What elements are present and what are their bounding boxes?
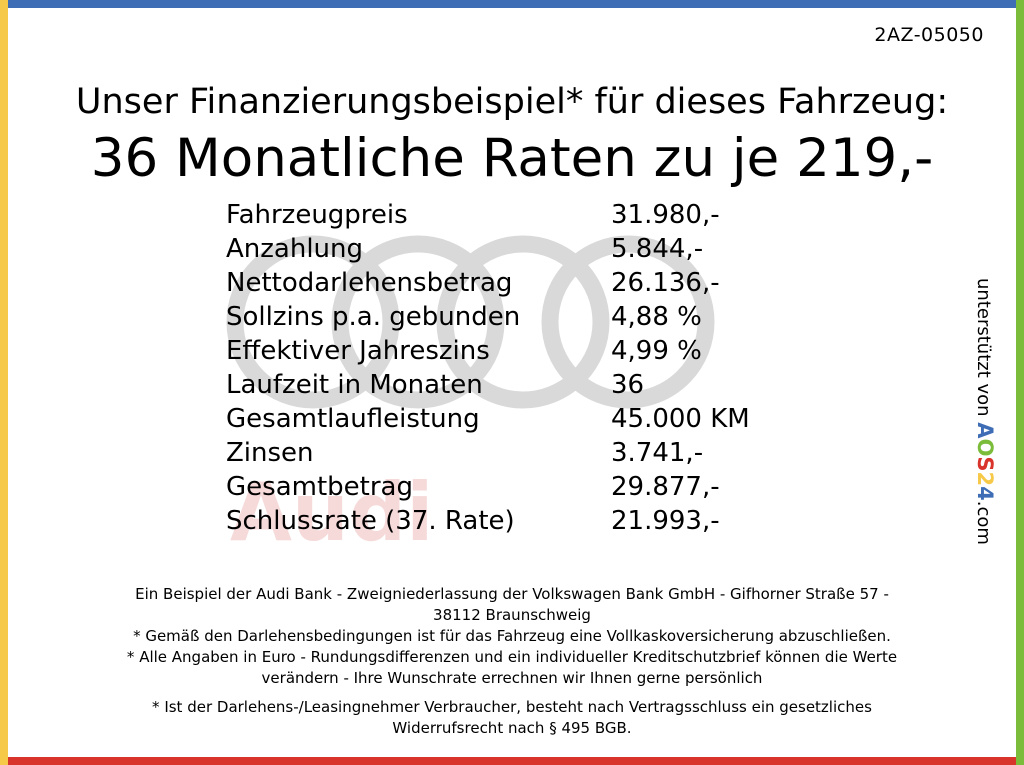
finance-row: Anzahlung 5.844,- <box>226 232 750 266</box>
aos24-logo-2: 2 <box>973 471 997 487</box>
finance-label: Gesamtbetrag <box>226 472 413 502</box>
withdrawal-note-2: Widerrufsrecht nach § 495 BGB. <box>392 719 632 737</box>
finance-row: Gesamtbetrag 29.877,- <box>226 470 750 504</box>
finance-row: Gesamtlaufleistung 45.000 KM <box>226 402 750 436</box>
finance-row: Zinsen 3.741,- <box>226 436 750 470</box>
finance-value: 36 <box>611 370 645 400</box>
top-color-bar <box>0 0 1024 8</box>
finance-value: 3.741,- <box>611 438 704 468</box>
finance-value: 4,88 % <box>611 302 702 332</box>
finance-row: Fahrzeugpreis 31.980,- <box>226 198 750 232</box>
audi-logo-watermark: Audi <box>226 235 715 550</box>
finance-row: Schlussrate (37. Rate) 21.993,- <box>226 504 750 538</box>
side-credit-suffix: .com <box>973 500 994 545</box>
finance-label: Sollzins p.a. gebunden <box>226 302 521 332</box>
aos24-logo-a: A <box>973 422 997 439</box>
side-credit: unterstützt von AOS24.com <box>972 278 1000 558</box>
finance-label: Schlussrate (37. Rate) <box>226 506 515 536</box>
withdrawal-note-1: * Ist der Darlehens-/Leasingnehmer Verbr… <box>152 698 872 716</box>
left-color-bar <box>0 0 8 765</box>
finance-value: 21.993,- <box>611 506 720 536</box>
audi-ring-4 <box>541 235 715 409</box>
finance-value: 4,99 % <box>611 336 702 366</box>
aos24-logo-o: O <box>973 438 997 457</box>
finance-row: Laufzeit in Monaten 36 <box>226 368 750 402</box>
finance-label: Anzahlung <box>226 234 364 264</box>
finance-label: Zinsen <box>226 438 314 468</box>
rounding-note-1: * Alle Angaben in Euro - Rundungsdiffere… <box>126 648 898 666</box>
monthly-rate-headline: 36 Monatliche Raten zu je 219,- <box>90 128 934 189</box>
bank-line-1: Ein Beispiel der Audi Bank - Zweignieder… <box>135 585 889 603</box>
headline: Unser Finanzierungsbeispiel* für dieses … <box>75 82 949 122</box>
rounding-note-2: verändern - Ihre Wunschrate errechnen wi… <box>261 669 763 687</box>
audi-ring-1 <box>226 235 400 409</box>
finance-value: 29.877,- <box>611 472 720 502</box>
audi-ring-3 <box>436 235 610 409</box>
audi-watermark-text: Audi <box>230 466 434 550</box>
legal-footer: Ein Beispiel der Audi Bank - Zweignieder… <box>60 584 964 739</box>
finance-value: 45.000 KM <box>611 404 750 434</box>
aos24-logo-s: S <box>973 456 997 472</box>
vehicle-code: 2AZ-05050 <box>874 24 984 46</box>
right-color-bar <box>1016 0 1024 765</box>
finance-label: Laufzeit in Monaten <box>226 370 483 400</box>
bottom-color-bar <box>0 757 1024 765</box>
finance-value: 26.136,- <box>611 268 720 298</box>
finance-row: Effektiver Jahreszins 4,99 % <box>226 334 750 368</box>
finance-label: Gesamtlaufleistung <box>226 404 480 434</box>
finance-value: 5.844,- <box>611 234 704 264</box>
finance-label: Nettodarlehensbetrag <box>226 268 513 298</box>
finance-value: 31.980,- <box>611 200 720 230</box>
side-credit-prefix: unterstützt von <box>973 278 994 417</box>
finance-label: Fahrzeugpreis <box>226 200 408 230</box>
finance-row: Nettodarlehensbetrag 26.136,- <box>226 266 750 300</box>
audi-ring-2 <box>331 235 505 409</box>
finance-label: Effektiver Jahreszins <box>226 336 490 366</box>
bank-line-2: 38112 Braunschweig <box>433 606 591 624</box>
insurance-note: * Gemäß den Darlehensbedingungen ist für… <box>133 627 891 645</box>
aos24-logo: AOS24 <box>973 422 997 501</box>
finance-table: Fahrzeugpreis 31.980,- Anzahlung 5.844,- N… <box>226 198 750 538</box>
aos24-logo-4: 4 <box>973 486 997 501</box>
finance-row: Sollzins p.a. gebunden 4,88 % <box>226 300 750 334</box>
